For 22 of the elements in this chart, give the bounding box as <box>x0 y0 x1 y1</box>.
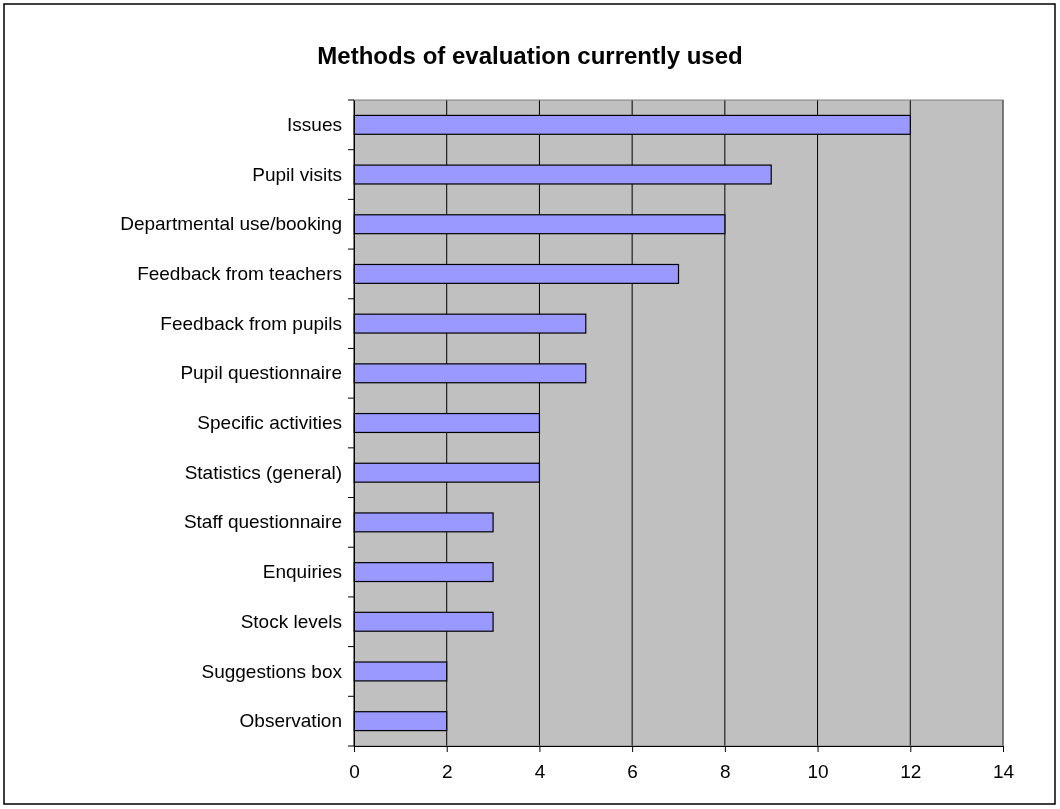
y-tick-label: Enquiries <box>262 561 342 583</box>
y-tick-label: Feedback from pupils <box>160 312 342 334</box>
x-tick-label: 12 <box>900 760 922 782</box>
x-tick-label: 8 <box>720 760 731 782</box>
y-tick-label: Stock levels <box>240 610 342 632</box>
y-tick-label: Observation <box>239 710 342 732</box>
y-tick-label: Statistics (general) <box>184 461 342 483</box>
x-tick-label: 10 <box>807 760 829 782</box>
y-tick-label: Pupil questionnaire <box>180 362 342 384</box>
x-tick-label: 0 <box>349 760 360 782</box>
y-tick-label: Departmental use/booking <box>120 213 342 235</box>
y-tick-label: Specific activities <box>197 412 342 434</box>
x-tick-label: 6 <box>627 760 638 782</box>
y-tick-label: Suggestions box <box>201 660 343 682</box>
y-tick-label: Pupil visits <box>252 163 342 185</box>
chart-title: Methods of evaluation currently used <box>317 42 743 69</box>
x-tick-label: 2 <box>441 760 453 782</box>
y-tick-label: Feedback from teachers <box>137 263 342 284</box>
x-tick-label: 4 <box>534 760 546 782</box>
y-tick-label: Issues <box>287 113 342 135</box>
y-tick-label: Staff questionnaire <box>183 511 342 533</box>
x-tick-label: 14 <box>992 760 1015 782</box>
